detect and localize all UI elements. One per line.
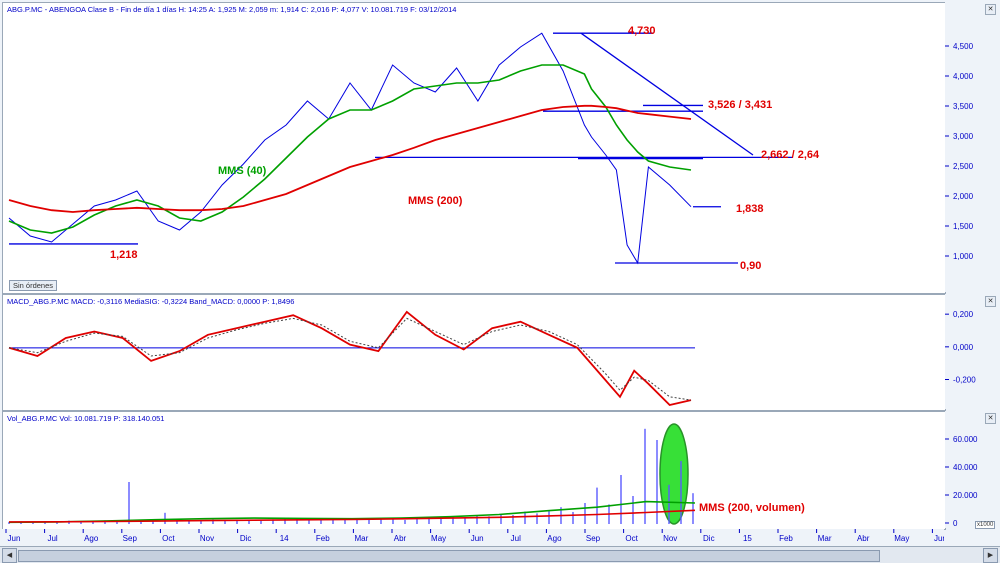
- x-tick-label: Feb: [316, 534, 330, 543]
- x-tick-label: May: [894, 534, 909, 543]
- volume-chart: MMS (200, volumen): [8, 423, 805, 525]
- x-tick-label: Nov: [200, 534, 214, 543]
- no-orders-badge[interactable]: Sin órdenes: [9, 280, 58, 291]
- x-tick-label: Oct: [162, 534, 175, 543]
- volume-y-tick-label: 20.000: [953, 491, 978, 500]
- volume-y-tick-label: 40.000: [953, 463, 978, 472]
- mms200-label: MMS (200): [408, 195, 463, 207]
- trend-line: [580, 32, 754, 156]
- volume-y-tick-label: 0: [953, 519, 958, 528]
- signal-line: [8, 317, 692, 401]
- macd-panel[interactable]: MACD_ABG.P.MC MACD: -0,3116 MediaSIG: -0…: [2, 294, 946, 411]
- annotation-resistance: 3,526 / 3,431: [708, 99, 772, 111]
- annotation-current: 1,838: [736, 203, 764, 215]
- volume-panel[interactable]: Vol_ABG.P.MC Vol: 10.081.719 P: 318.140.…: [2, 411, 946, 530]
- price-chart: 4,730 3,526 / 3,431 2,662 / 2,64 1,838 1,218…: [8, 25, 820, 272]
- price-y-tick-label: 1,000: [953, 252, 974, 261]
- x-tick-label: Nov: [663, 534, 677, 543]
- x-tick-label: May: [431, 534, 446, 543]
- x-tick-label: Mar: [355, 534, 369, 543]
- x-tick-label: 14: [280, 534, 289, 543]
- x-tick-label: Jun: [471, 534, 484, 543]
- x-tick-label: Dic: [240, 534, 252, 543]
- x-tick-label: Dic: [703, 534, 715, 543]
- horizontal-scrollbar[interactable]: ◀ ▶: [0, 546, 1000, 563]
- x-tick-label: Abr: [857, 534, 870, 543]
- annotation-bottom: 0,90: [740, 260, 761, 272]
- macd-line: [8, 310, 692, 406]
- mms40-line: [8, 64, 692, 234]
- x-tick-label: Jul: [511, 534, 521, 543]
- scroll-right-button[interactable]: ▶: [983, 548, 998, 563]
- volume-mms200-label: MMS (200, volumen): [699, 502, 805, 514]
- x-tick-label: Feb: [779, 534, 793, 543]
- price-panel-close-button[interactable]: ✕: [985, 4, 996, 15]
- macd-y-axis: 0,200 0,000 -0,200: [945, 294, 998, 409]
- macd-chart: [8, 310, 695, 406]
- x-tick-label: Oct: [625, 534, 638, 543]
- price-y-tick-label: 1,500: [953, 222, 974, 231]
- price-panel[interactable]: ABG.P.MC - ABENGOA Clase B - Fin de día …: [2, 2, 946, 294]
- scroll-left-button[interactable]: ◀: [2, 548, 17, 563]
- mms40-label: MMS (40): [218, 165, 267, 177]
- volume-axis-tag: x1000: [975, 521, 996, 529]
- x-tick-label: Ago: [547, 534, 562, 543]
- x-tick-label: Jun: [934, 534, 944, 543]
- volume-y-tick-label: 60.000: [953, 435, 978, 444]
- x-tick-label: Jul: [47, 534, 57, 543]
- price-y-tick-label: 3,000: [953, 132, 974, 141]
- scroll-thumb[interactable]: [18, 550, 880, 562]
- volume-panel-close-button[interactable]: ✕: [985, 413, 996, 424]
- macd-y-tick-label: 0,000: [953, 343, 974, 352]
- volume-spike-highlight: [659, 423, 689, 525]
- price-y-axis: 4,500 4,000 3,500 3,000 2,500 2,000 1,500 1,000: [945, 2, 998, 292]
- price-y-tick-label: 3,500: [953, 102, 974, 111]
- price-line: [8, 32, 692, 265]
- x-tick-label: Ago: [84, 534, 99, 543]
- x-tick-label: 15: [743, 534, 752, 543]
- volume-y-axis: 60.000 40.000 20.000 0 x1000: [945, 411, 998, 529]
- price-y-tick-label: 2,000: [953, 192, 974, 201]
- price-y-tick-label: 4,500: [953, 42, 974, 51]
- x-tick-label: Mar: [818, 534, 832, 543]
- macd-header: MACD_ABG.P.MC MACD: -0,3116 MediaSIG: -0…: [7, 297, 295, 306]
- price-y-tick-label: 2,500: [953, 162, 974, 171]
- macd-y-tick-label: -0,200: [953, 376, 976, 385]
- time-axis: Jun Jul Ago Sep Oct Nov Dic 14 Feb Mar Abr May Jun Ju…: [2, 529, 947, 545]
- annotation-support: 2,662 / 2,64: [761, 149, 820, 161]
- x-tick-label: Sep: [586, 534, 601, 543]
- price-header: ABG.P.MC - ABENGOA Clase B - Fin de día …: [7, 5, 457, 14]
- price-y-tick-label: 4,000: [953, 72, 974, 81]
- x-tick-label: Jun: [8, 534, 21, 543]
- mms200-line: [8, 104, 692, 213]
- macd-panel-close-button[interactable]: ✕: [985, 296, 996, 307]
- x-tick-label: Abr: [394, 534, 407, 543]
- volume-header: Vol_ABG.P.MC Vol: 10.081.719 P: 318.140.…: [7, 414, 165, 423]
- macd-y-tick-label: 0,200: [953, 310, 974, 319]
- annotation-peak: 4,730: [628, 25, 656, 37]
- volume-mms200-line: [8, 509, 696, 523]
- annotation-low: 1,218: [110, 249, 138, 261]
- x-tick-label: Sep: [123, 534, 138, 543]
